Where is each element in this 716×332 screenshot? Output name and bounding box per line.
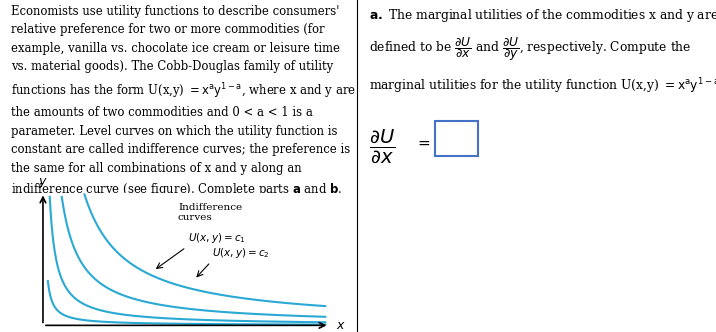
Text: $y$: $y$: [38, 176, 48, 190]
Text: defined to be $\dfrac{\partial U}{\partial x}$ and $\dfrac{\partial U}{\partial : defined to be $\dfrac{\partial U}{\parti…: [369, 35, 691, 63]
Text: Economists use utility functions to describe consumers'
relative preference for : Economists use utility functions to desc…: [11, 5, 356, 198]
Text: $=$: $=$: [415, 136, 431, 150]
Text: $\dfrac{\partial U}{\partial x}$: $\dfrac{\partial U}{\partial x}$: [369, 128, 395, 165]
Text: Indifference
curves: Indifference curves: [178, 203, 242, 222]
Text: $U(x, y) = c_2$: $U(x, y) = c_2$: [213, 246, 270, 260]
Text: $U(x, y) = c_1$: $U(x, y) = c_1$: [188, 231, 246, 245]
FancyBboxPatch shape: [435, 121, 478, 156]
Text: $x$: $x$: [336, 319, 346, 332]
Text: marginal utilities for the utility function U(x,y) $= \mathrm{x^a y^{1-a}}$.: marginal utilities for the utility funct…: [369, 76, 716, 96]
Text: $\mathbf{a.}$ The marginal utilities of the commodities x and y are: $\mathbf{a.}$ The marginal utilities of …: [369, 7, 716, 24]
